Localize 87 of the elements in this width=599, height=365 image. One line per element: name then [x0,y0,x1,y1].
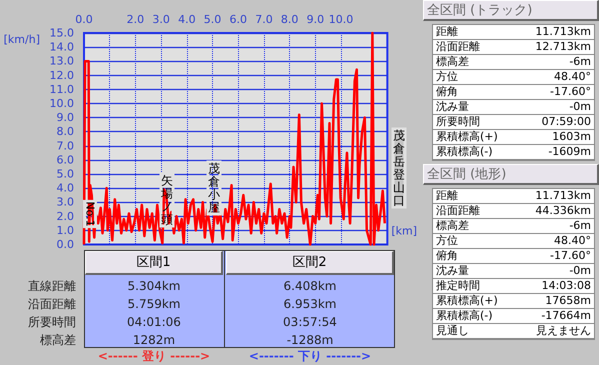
y-tick-label: 2.0 [56,210,74,223]
text: 見えません [536,324,591,338]
text: -1288m [286,332,334,349]
y-tick-label: 11.0 [50,82,74,96]
y-tick-label: 4.0 [56,182,74,195]
x-tick-label: 7.0 [255,13,273,26]
text: -0m [569,100,591,114]
text: 所要時間 [436,115,480,129]
text: 俯角 [436,249,458,263]
text: 累積標高(-) [436,309,493,323]
x-tick-label: 0.0 [75,13,93,26]
text: 標高差 [436,55,469,69]
x-tick-label: 3.0 [152,13,170,26]
text: 6.408km [282,278,338,295]
text: 累積標高(-) [436,145,493,159]
text: 推定時間 [436,279,480,293]
text: 6.953km [282,296,338,313]
text: <------ 登り ------> [96,348,212,364]
text: 1603m [552,130,591,144]
text: -1609m [548,145,591,159]
y-tick-label: 13.0 [50,54,74,68]
text: 沿面距離 [27,296,76,313]
text: 48.40° [554,70,591,84]
x-tick-label: 4.0 [178,13,196,26]
x-tick-label: 9.0 [306,13,324,26]
x-tick-label: 5.0 [204,13,222,26]
text: 方位 [436,234,458,248]
text: 14:03:08 [542,279,591,293]
y-tick-label: 14.0 [50,40,74,54]
text: 茂倉岳登山口 [393,128,405,208]
text: 04:01:06 [126,314,182,331]
y-tick-label: 12.0 [50,68,74,82]
text: -6m [569,219,591,233]
text: 11.713km [535,189,591,203]
text: 累積標高(+) [436,130,498,144]
text: 俯角 [436,85,458,99]
text: -17.60° [550,249,591,263]
x-tick-label: 6.0 [229,13,247,26]
text: 07:59:00 [542,115,591,129]
y-tick-label: 7.0 [56,139,74,152]
y-axis-title: [km/h] [4,33,40,46]
text: 直線距離 [27,278,76,295]
text: 44.336km [535,204,591,218]
text: 5.759km [126,296,182,313]
text: -6m [569,55,591,69]
x-tick-label: 10.0 [328,13,354,26]
annotation: No.1 [84,201,96,227]
text: 方位 [436,70,458,84]
text: -17664m [541,309,591,323]
text: 1282m [132,332,176,349]
text: -17.60° [550,85,591,99]
text: 区間2 [226,251,394,275]
text: 見通し [436,324,469,338]
y-tick-label: 9.0 [56,111,74,124]
y-tick-label: 3.0 [56,196,74,209]
text: 全区間 (地形) [423,164,599,185]
text: 17658m [545,294,591,308]
y-tick-label: 8.0 [56,125,74,138]
text: 11.713km [535,25,591,39]
text: 沿面距離 [436,40,480,54]
y-tick-label: 1.0 [56,224,74,237]
text: 48.40° [554,234,591,248]
y-tick-label: 10.0 [50,97,74,110]
y-tick-label: 15.0 [50,26,74,40]
text: 所要時間 [27,314,76,331]
y-tick-label: 5.0 [56,168,74,180]
text: 距離 [436,25,458,39]
text: 区間1 [85,251,223,275]
text: 12.713km [535,40,591,54]
text: -0m [569,264,591,278]
text: 03:57:54 [282,314,338,331]
x-tick-label: 2.0 [126,13,144,26]
text: 沿面距離 [436,204,480,218]
text: 累積標高(+) [436,294,498,308]
text: <------- 下り -------> [248,348,372,364]
text: 距離 [436,189,458,203]
y-tick-label: 6.0 [56,153,74,166]
text: 沈み量 [436,264,469,278]
line-series [82,32,386,246]
text: 標高差 [436,219,469,233]
text: 標高差 [39,332,76,349]
text: 全区間 (トラック) [423,0,599,21]
text: 沈み量 [436,100,469,114]
text: 5.304km [126,278,182,295]
x-axis-title: [km] [391,224,418,238]
y-tick-label: 0.0 [56,238,74,251]
x-tick-label: 8.0 [280,13,298,26]
